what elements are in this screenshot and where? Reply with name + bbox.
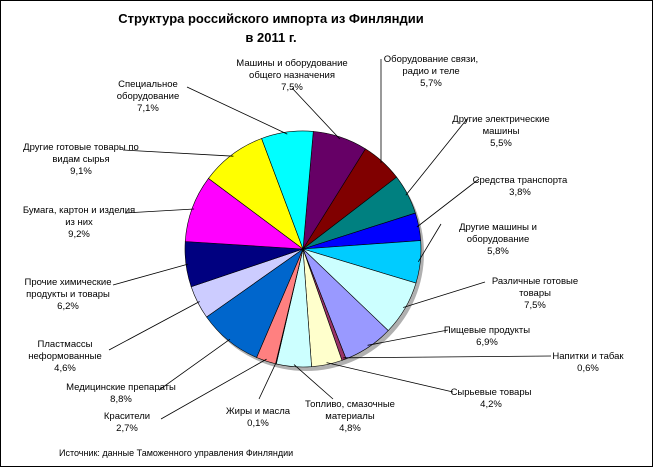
leader-line	[124, 208, 195, 214]
slice-label: Красители 2,7%	[104, 411, 150, 434]
leader-line	[122, 149, 234, 157]
slice-label: Другие машины и оборудование 5,8%	[459, 222, 537, 257]
slice-label: Средства транспорта 3,8%	[473, 175, 568, 198]
chart-title-line-1: Структура российского импорта из Финлянд…	[118, 11, 424, 26]
slice-label: Прочие химические продукты и товары 6,2%	[25, 277, 112, 312]
leader-line	[160, 358, 267, 420]
slice-label: Оборудование связи, радио и теле 5,7%	[384, 54, 478, 89]
slice-label: Специальное оборудование 7,1%	[117, 79, 180, 114]
leader-line	[326, 362, 454, 393]
slice-label: Жиры и масла 0,1%	[226, 406, 291, 429]
pie-slice	[261, 130, 314, 250]
slice-label: Топливо, смазочные материалы 4,8%	[305, 399, 395, 434]
leader-line	[291, 87, 341, 140]
leader-line	[293, 364, 334, 400]
slice-label: Пластмассы неформованные 4,6%	[28, 339, 102, 374]
slice-label: Сырьевые товары 4,2%	[451, 387, 532, 410]
leader-line	[112, 263, 189, 286]
leader-line	[367, 329, 449, 346]
leader-line	[416, 178, 480, 228]
leader-line	[158, 338, 231, 391]
slice-label: Бумага, картон и изделия из них 9,2%	[23, 205, 135, 240]
leader-line	[258, 361, 277, 400]
slice-label: Различные готовые товары 7,5%	[492, 276, 578, 311]
slice-label: Медицинские препараты 8,8%	[66, 382, 176, 405]
leader-line	[417, 223, 442, 263]
chart-title: Структура российского импорта из Финлянд…	[61, 9, 481, 47]
slice-label: Пищевые продукты 6,9%	[444, 325, 530, 348]
leader-line	[405, 118, 468, 196]
slice-label: Другие электрические машины 5,5%	[452, 114, 549, 149]
leader-line	[403, 281, 486, 308]
source-note: Источник: данные Таможенного управления …	[59, 448, 294, 458]
leader-line	[343, 355, 552, 359]
slice-label: Напитки и табак 0,6%	[552, 351, 624, 374]
slice-label: Другие готовые товары по видам сырья 9,1%	[23, 142, 139, 177]
chart-title-line-2: в 2011 г.	[245, 30, 297, 45]
leader-line	[186, 86, 288, 135]
slice-label: Машины и оборудование общего назначения 7,…	[236, 58, 347, 93]
leader-line	[108, 301, 200, 351]
